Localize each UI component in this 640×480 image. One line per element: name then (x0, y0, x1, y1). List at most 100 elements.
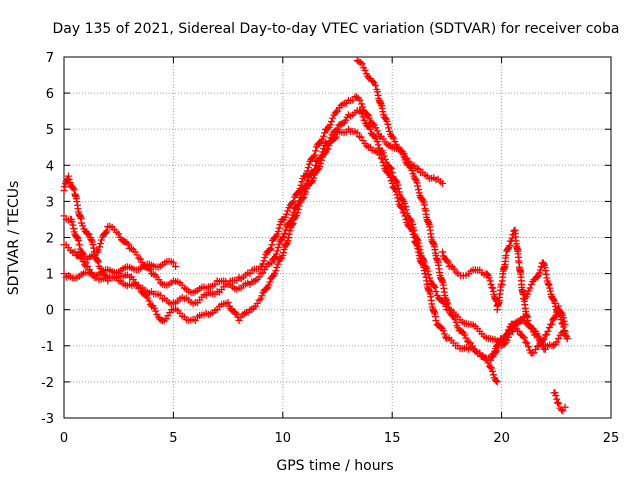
data-point (268, 241, 276, 249)
data-point (65, 176, 73, 184)
data-point (324, 145, 332, 153)
data-point (535, 269, 543, 277)
data-point (377, 154, 385, 162)
data-point (558, 319, 566, 327)
data-point (503, 329, 511, 337)
data-point (486, 277, 494, 285)
chart-title: Day 135 of 2021, Sidereal Day-to-day VTE… (53, 21, 620, 37)
data-point (534, 333, 542, 341)
data-point (554, 400, 562, 408)
data-point (388, 132, 396, 140)
data-point (94, 258, 102, 266)
data-point (310, 174, 318, 182)
data-point (559, 407, 567, 415)
data-point (68, 218, 76, 226)
data-point (152, 307, 160, 315)
data-point (358, 60, 366, 68)
data-point (420, 201, 428, 209)
data-point (332, 133, 340, 141)
data-point (502, 252, 510, 260)
data-point (102, 229, 110, 237)
data-point (556, 312, 564, 320)
series-track-6 (493, 226, 569, 353)
data-point (562, 332, 570, 340)
y-tick-label: 0 (46, 304, 54, 319)
data-point (293, 209, 301, 217)
data-point (413, 179, 421, 187)
data-point (60, 270, 68, 278)
data-point (533, 330, 541, 338)
data-point (374, 141, 382, 149)
y-tick-label: -2 (41, 376, 54, 391)
data-point (79, 222, 87, 230)
data-point (361, 66, 369, 74)
data-point (224, 298, 232, 306)
y-tick-label: -1 (41, 340, 54, 355)
data-point (273, 263, 281, 271)
x-tick-label: 15 (384, 431, 401, 446)
data-point (311, 151, 319, 159)
data-point (292, 213, 300, 221)
data-point (172, 262, 180, 270)
data-point (386, 173, 394, 181)
data-point (320, 132, 328, 140)
data-point (414, 182, 422, 190)
data-point (552, 392, 560, 400)
data-point (356, 58, 364, 66)
data-point (437, 323, 445, 331)
data-point (372, 81, 380, 89)
series-track-8 (519, 259, 571, 343)
data-point (298, 178, 306, 186)
data-point (394, 181, 402, 189)
data-point (299, 194, 307, 202)
data-point (387, 165, 395, 173)
data-point (524, 317, 532, 325)
data-point (394, 194, 402, 202)
data-point (408, 227, 416, 235)
data-point (509, 320, 517, 328)
data-point (284, 207, 292, 215)
data-point (561, 403, 569, 411)
data-point (536, 266, 544, 274)
data-point (401, 212, 409, 220)
data-point (123, 239, 131, 247)
data-point (492, 377, 500, 385)
data-point (391, 138, 399, 146)
data-point (431, 283, 439, 291)
data-point (366, 125, 374, 133)
y-tick-label: 1 (46, 268, 54, 283)
data-point (487, 356, 495, 364)
data-point (461, 331, 469, 339)
data-point (458, 327, 466, 335)
data-point (300, 194, 308, 202)
data-point (191, 317, 199, 325)
data-point (490, 351, 498, 359)
x-tick-label: 25 (603, 431, 620, 446)
data-point (548, 320, 556, 328)
data-point (373, 138, 381, 146)
data-point (246, 270, 254, 278)
data-point (502, 331, 510, 339)
data-point (552, 302, 560, 310)
x-tick-label: 5 (169, 431, 177, 446)
data-point (385, 124, 393, 132)
data-point (550, 342, 558, 350)
data-point (302, 188, 310, 196)
data-point (546, 287, 554, 295)
data-point (386, 163, 394, 171)
data-point (439, 327, 447, 335)
data-point (444, 258, 452, 266)
data-point (519, 332, 527, 340)
y-axis-title: SDTVAR / TECUs (6, 181, 22, 296)
data-point (89, 241, 97, 249)
data-point (331, 134, 339, 142)
data-point (539, 336, 547, 344)
data-point (169, 259, 177, 267)
data-point (522, 338, 530, 346)
data-point (64, 172, 72, 180)
data-point (489, 367, 497, 375)
data-point (85, 230, 93, 238)
data-point (363, 110, 371, 118)
data-point (137, 255, 145, 263)
